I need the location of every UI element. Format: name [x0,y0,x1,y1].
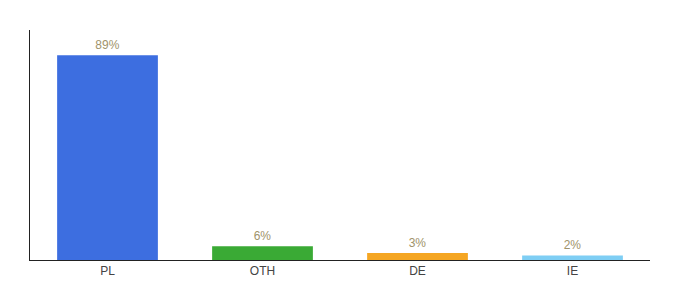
svg-text:OTH: OTH [250,264,275,278]
svg-text:2%: 2% [564,238,582,252]
svg-text:PL: PL [100,264,115,278]
svg-text:89%: 89% [95,38,119,52]
svg-text:DE: DE [409,264,426,278]
svg-text:IE: IE [567,264,578,278]
svg-text:6%: 6% [254,229,272,243]
svg-text:3%: 3% [409,236,427,250]
